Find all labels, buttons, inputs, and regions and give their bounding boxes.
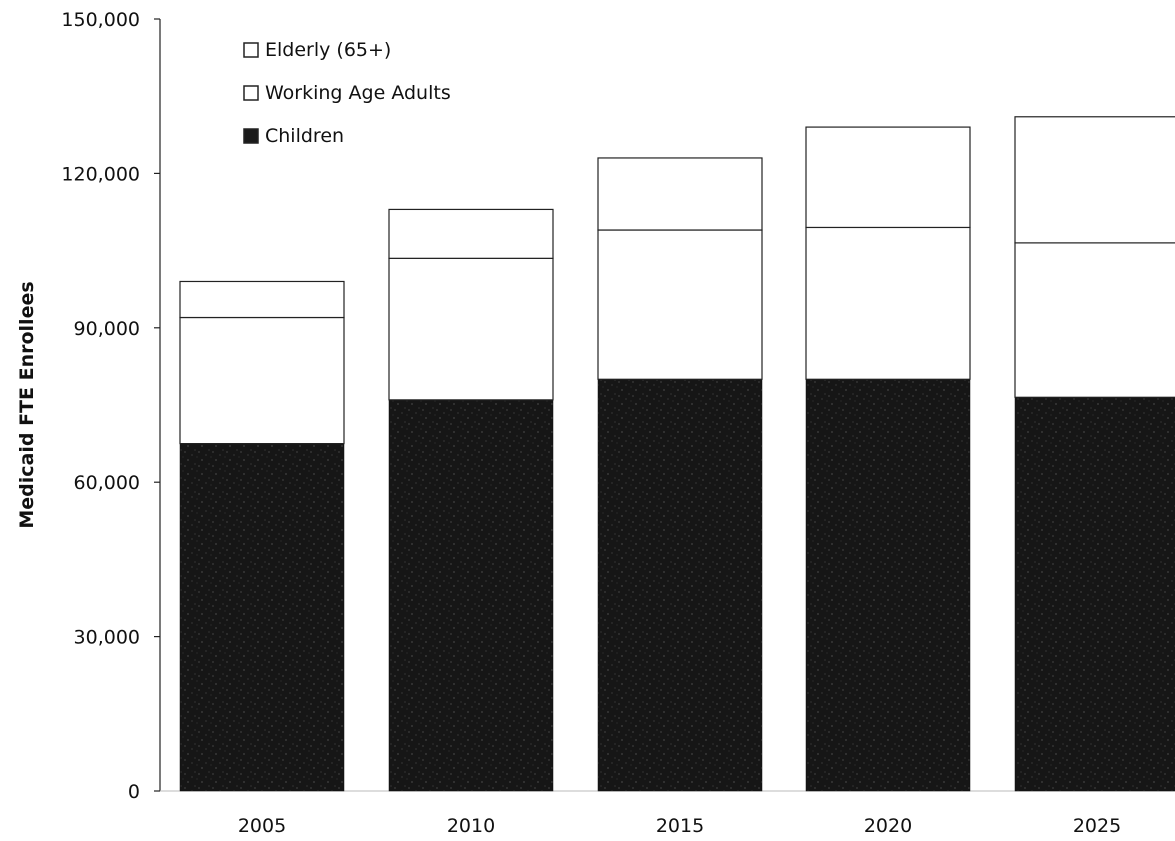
y-tick-label: 150,000 <box>61 9 140 31</box>
bar-children <box>388 399 554 792</box>
x-tick-label: 2020 <box>864 815 912 836</box>
bar-children <box>1014 397 1175 792</box>
legend-label: Children <box>265 125 344 147</box>
bar-working-age-adults <box>805 226 971 380</box>
y-tick-label: 0 <box>128 781 140 803</box>
legend-label: Elderly (65+) <box>265 39 391 61</box>
y-tick-label: 90,000 <box>74 318 140 340</box>
bars <box>179 116 1175 792</box>
bar-children <box>597 379 763 792</box>
y-tick-label: 30,000 <box>74 627 140 649</box>
bar-elderly-65 <box>179 280 345 319</box>
bar-working-age-adults <box>597 229 763 380</box>
legend-label: Working Age Adults <box>265 82 451 104</box>
legend-swatch <box>243 128 259 144</box>
x-tick-label: 2025 <box>1073 815 1121 836</box>
legend-swatch <box>243 42 259 58</box>
bar-children <box>179 443 345 792</box>
legend: Elderly (65+) Working Age Adults Children <box>243 39 451 147</box>
axes: 0 30,000 60,000 90,000 120,000 150,000 2005 201… <box>61 9 1175 837</box>
bar-elderly-65 <box>597 157 763 231</box>
bar-working-age-adults <box>1014 242 1175 398</box>
bar-elderly-65 <box>388 208 554 259</box>
bar-working-age-adults <box>388 257 554 401</box>
legend-swatch <box>243 85 259 101</box>
bar-elderly-65 <box>805 126 971 229</box>
x-tick-label: 2005 <box>238 815 286 836</box>
y-tick-label: 120,000 <box>61 163 140 185</box>
bar-working-age-adults <box>179 316 345 445</box>
x-tick-label: 2010 <box>447 815 495 836</box>
bar-children <box>805 379 971 792</box>
y-axis-label: Medicaid FTE Enrollees <box>16 281 38 528</box>
bar-elderly-65 <box>1014 116 1175 244</box>
y-tick-label: 60,000 <box>74 472 140 494</box>
x-tick-label: 2015 <box>656 815 704 836</box>
